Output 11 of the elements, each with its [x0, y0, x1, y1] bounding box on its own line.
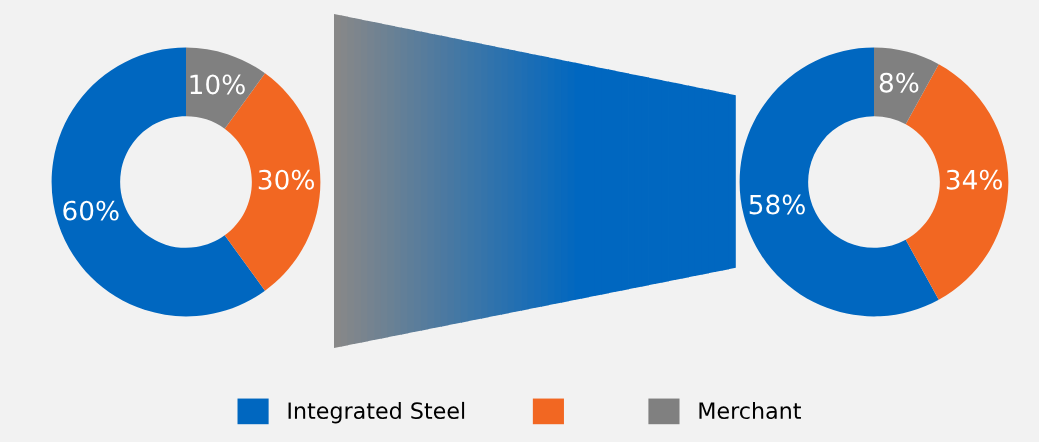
donut-slice: [186, 47, 265, 129]
data-label: 34%: [946, 169, 1002, 190]
data-label: 30%: [258, 169, 314, 190]
data-label: 58%: [749, 194, 805, 215]
data-label: 60%: [63, 200, 119, 221]
legend-label: Merchant: [699, 401, 801, 420]
donut-slice: [739, 47, 939, 317]
data-label: 10%: [190, 74, 245, 95]
donut-slice: [874, 47, 939, 125]
legend-label: Integrated Steel: [288, 401, 465, 424]
data-label: 8%: [879, 72, 919, 93]
